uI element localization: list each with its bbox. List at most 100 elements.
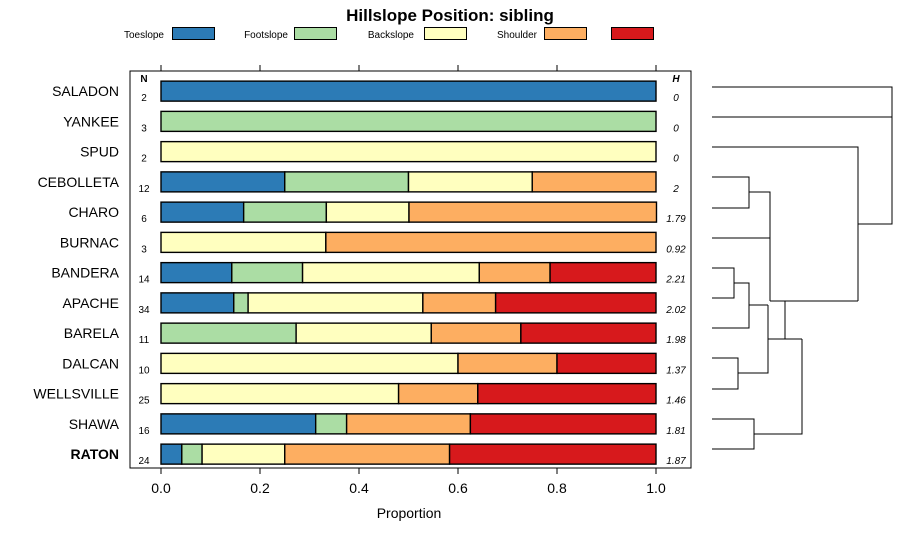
bar-cebolleta-footslope — [284, 171, 410, 193]
legend: ToeslopeFootslopeBackslopeShoulderSummit — [124, 27, 654, 41]
bar-apache-summit — [494, 292, 657, 314]
bar-bandera-toeslope — [160, 261, 233, 284]
h-value-dalcan: 1.37 — [666, 365, 686, 376]
h-value-barela: 1.98 — [666, 335, 686, 346]
x-tick-label-2: 0.4 — [349, 480, 369, 496]
bar-apache-footslope — [233, 292, 249, 314]
legend-label-backslope: Backslope — [368, 30, 415, 41]
n-value-apache: 34 — [138, 305, 150, 316]
bar-bandera-backslope — [301, 261, 480, 284]
n-value-spud: 2 — [141, 154, 147, 165]
category-label-raton: RATON — [71, 446, 119, 462]
bar-shawa-toeslope — [160, 413, 317, 435]
x-tick-label-4: 0.8 — [547, 480, 567, 496]
n-value-cebolleta: 12 — [138, 184, 150, 195]
category-label-barela: BARELA — [64, 325, 120, 341]
bar-shawa-summit — [469, 413, 657, 435]
bar-shawa-footslope — [314, 413, 348, 435]
h-value-spud: 0 — [673, 154, 679, 165]
n-column-header: N — [140, 74, 147, 85]
x-tick-label-5: 1.0 — [646, 480, 666, 496]
x-tick-label-3: 0.6 — [448, 480, 468, 496]
bar-raton-shoulder — [284, 443, 451, 465]
n-value-wellsville: 25 — [138, 396, 150, 407]
n-value-dalcan: 10 — [138, 365, 150, 376]
x-axis: 0.0 0.2 0.4 0.6 0.8 1.0 — [151, 65, 666, 496]
chart-title: Hillslope Position: sibling — [346, 6, 554, 25]
legend-swatch-shoulder — [544, 27, 587, 40]
bar-apache-toeslope — [160, 292, 235, 314]
dendrogram-branch-2 — [712, 176, 750, 209]
bar-bandera-shoulder — [478, 261, 551, 284]
plot-frame — [129, 70, 692, 469]
category-label-burnac: BURNAC — [60, 234, 119, 250]
category-label-saladon: SALADON — [52, 83, 119, 99]
bar-rows: SALADON 2 0 YANKEE 3 0 SPUD 2 0 CEBOLLETA 12 2 CHARO… — [33, 80, 686, 467]
bar-cebolleta-backslope — [407, 171, 533, 193]
category-label-cebolleta: CEBOLLETA — [38, 174, 120, 190]
dendrogram-branch-7 — [738, 305, 769, 374]
bar-wellsville-summit — [477, 382, 657, 405]
bar-charo-toeslope — [160, 201, 245, 223]
bar-dalcan-summit — [556, 352, 657, 375]
n-value-raton: 24 — [138, 456, 150, 467]
bar-barela-backslope — [295, 322, 432, 344]
h-value-apache: 2.02 — [665, 305, 686, 316]
dendrogram — [712, 86, 893, 450]
bar-apache-shoulder — [422, 292, 497, 314]
bar-bandera-summit — [549, 261, 657, 284]
legend-swatch-toeslope — [172, 27, 215, 40]
category-label-wellsville: WELLSVILLE — [33, 386, 119, 402]
bar-saladon-toeslope — [160, 80, 657, 102]
dendrogram-branch-0 — [712, 86, 893, 118]
h-value-raton: 1.87 — [666, 456, 686, 467]
bar-wellsville-backslope — [160, 382, 400, 405]
bar-wellsville-shoulder — [397, 382, 479, 405]
bar-charo-footslope — [242, 201, 328, 223]
legend-label-shoulder: Shoulder — [497, 30, 538, 41]
category-label-apache: APACHE — [62, 295, 119, 311]
bar-burnac-backslope — [160, 231, 327, 254]
dendrogram-branch-6 — [712, 357, 739, 390]
dendrogram-branch-15 — [858, 102, 893, 225]
bar-apache-backslope — [247, 292, 424, 314]
h-value-yankee: 0 — [673, 123, 679, 134]
n-value-bandera: 14 — [138, 275, 150, 286]
bar-spud-backslope — [160, 140, 657, 163]
dendrogram-branch-5 — [712, 282, 750, 329]
h-value-wellsville: 1.46 — [666, 396, 686, 407]
legend-swatch-footslope — [294, 27, 337, 40]
category-label-yankee: YANKEE — [63, 113, 119, 129]
x-axis-label: Proportion — [377, 505, 442, 521]
dendrogram-branch-4 — [712, 267, 735, 299]
h-value-shawa: 1.81 — [666, 426, 685, 437]
h-value-burnac: 0.92 — [666, 244, 686, 255]
bar-bandera-footslope — [231, 261, 304, 284]
n-value-shawa: 16 — [138, 426, 150, 437]
bar-raton-toeslope — [160, 443, 183, 465]
legend-label-toeslope: Toeslope — [124, 30, 164, 41]
legend-swatch-summit — [611, 27, 654, 40]
h-column-header: H — [672, 74, 680, 85]
x-tick-label-1: 0.2 — [250, 480, 270, 496]
category-label-charo: CHARO — [68, 204, 119, 220]
bar-raton-summit — [448, 443, 657, 465]
category-label-shawa: SHAWA — [69, 416, 120, 432]
bar-yankee-footslope — [160, 110, 657, 133]
category-label-spud: SPUD — [80, 144, 119, 160]
h-value-saladon: 0 — [673, 93, 679, 104]
legend-label-footslope: Footslope — [244, 30, 288, 41]
n-value-burnac: 3 — [141, 244, 147, 255]
legend-swatch-backslope — [424, 27, 467, 40]
bar-charo-backslope — [325, 201, 410, 223]
bar-barela-footslope — [160, 322, 297, 344]
bar-barela-summit — [520, 322, 657, 344]
category-label-dalcan: DALCAN — [62, 355, 119, 371]
n-value-barela: 11 — [139, 335, 150, 346]
bar-cebolleta-shoulder — [531, 171, 657, 193]
bar-burnac-shoulder — [325, 231, 657, 254]
h-value-charo: 1.79 — [666, 214, 686, 225]
bar-barela-shoulder — [430, 322, 522, 344]
dendrogram-branch-3 — [712, 191, 771, 239]
